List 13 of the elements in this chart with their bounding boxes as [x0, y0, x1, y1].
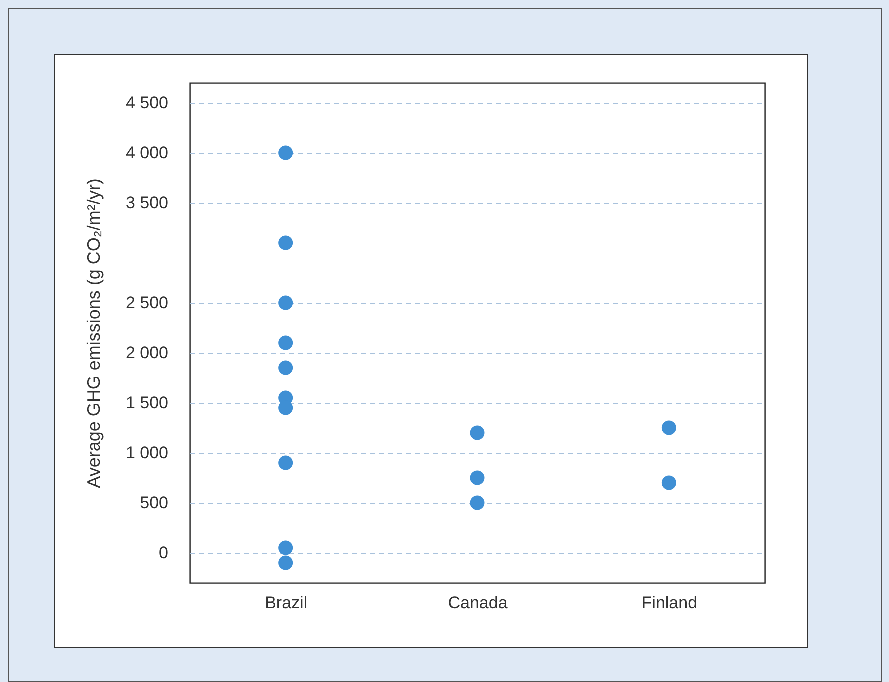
- y-tick-label: 3 500: [126, 194, 168, 212]
- y-tick-label: 4 500: [126, 94, 168, 112]
- x-tick-label: Brazil: [265, 594, 308, 612]
- y-tick-label: 2 500: [126, 294, 168, 312]
- y-tick-label: 4 000: [126, 144, 168, 162]
- y-tick-label: 1 000: [126, 444, 168, 462]
- x-tick-label: Finland: [642, 594, 698, 612]
- y-tick-label: 500: [140, 494, 168, 512]
- y-tick-label: 2 000: [126, 344, 168, 362]
- y-tick-label: 0: [159, 544, 168, 562]
- x-tick-label: Canada: [448, 594, 508, 612]
- y-tick-label: 1 500: [126, 394, 168, 412]
- y-axis-title: Average GHG emissions (g CO₂/m²/yr): [84, 178, 104, 488]
